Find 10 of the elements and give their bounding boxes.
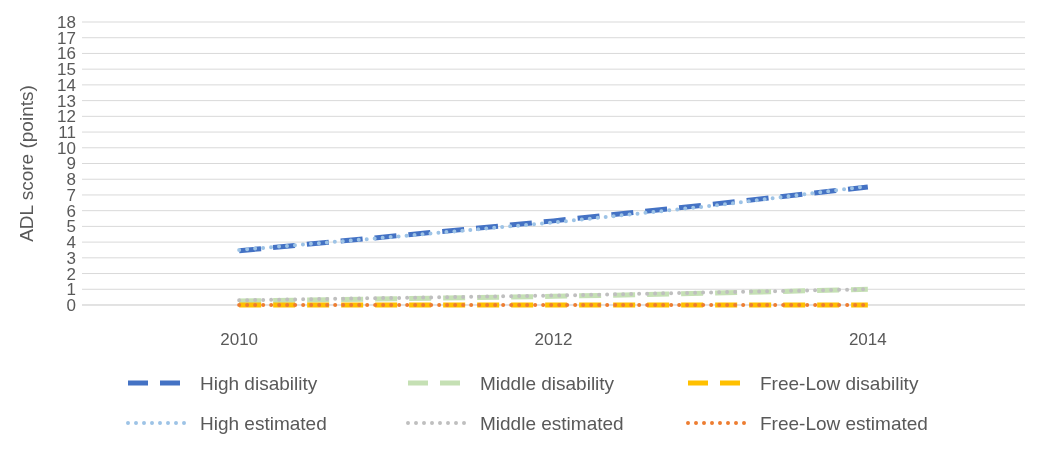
- legend-label: Middle disability: [480, 372, 615, 394]
- legend-label: Middle estimated: [480, 412, 624, 434]
- legend-label: High estimated: [200, 412, 327, 434]
- legend-label: High disability: [200, 372, 318, 394]
- x-tick-label: 2012: [534, 330, 573, 349]
- x-tick-label: 2010: [220, 330, 259, 349]
- legend-label: Free-Low estimated: [760, 412, 928, 434]
- x-tick-label: 2014: [848, 330, 887, 349]
- legend-label: Free-Low disability: [760, 372, 919, 394]
- y-axis-title: ADL score (points): [15, 85, 37, 242]
